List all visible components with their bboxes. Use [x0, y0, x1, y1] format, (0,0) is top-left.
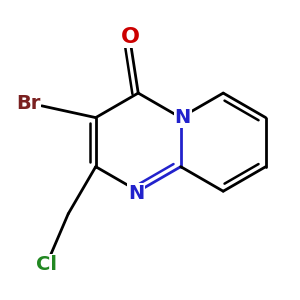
Text: N: N	[128, 184, 144, 203]
Text: Cl: Cl	[36, 255, 57, 274]
Text: N: N	[175, 108, 191, 127]
Text: Br: Br	[16, 94, 40, 113]
Text: O: O	[121, 27, 140, 47]
